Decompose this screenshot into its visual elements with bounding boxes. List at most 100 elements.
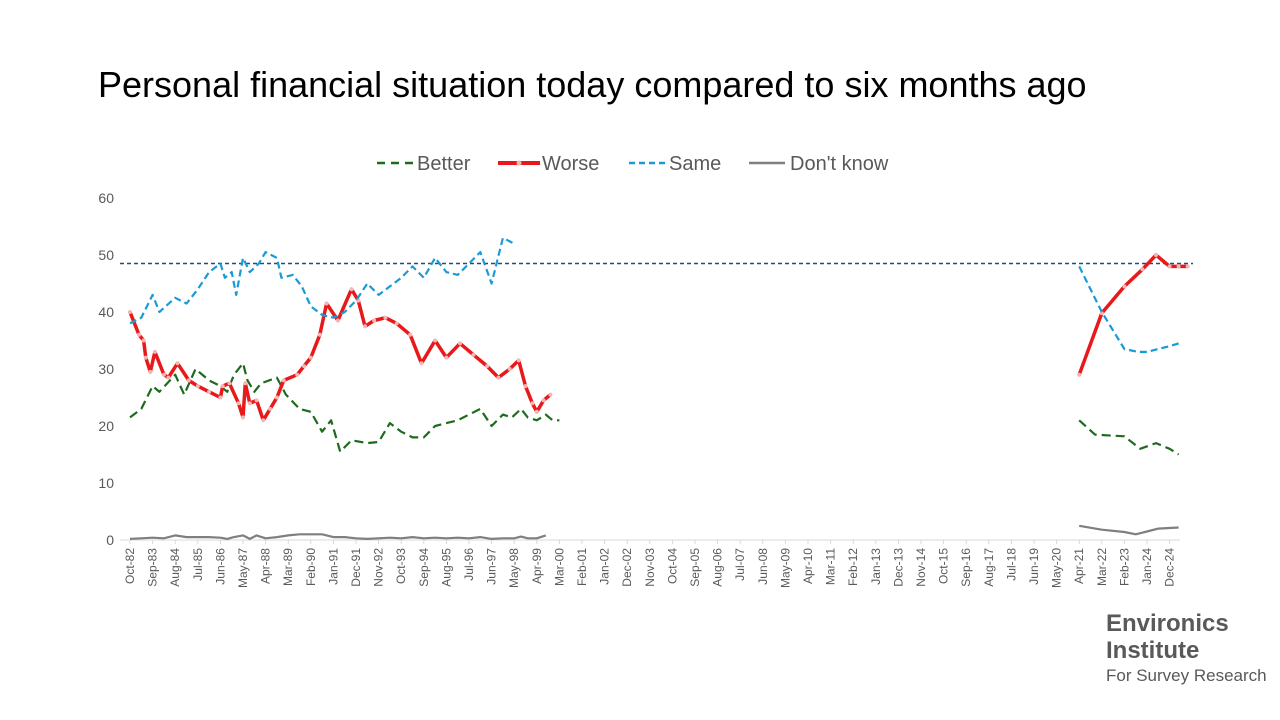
y-axis: 0 10 20 30 40 50 60 <box>98 190 114 548</box>
legend-label-same: Same <box>669 153 721 175</box>
x-tick-label: Dec-13 <box>891 548 905 587</box>
worse-marker <box>261 418 266 423</box>
worse-marker <box>335 318 340 323</box>
series-line-don-t-know <box>1079 524 1179 536</box>
worse-marker <box>1122 284 1127 289</box>
worse-marker <box>1167 264 1172 269</box>
worse-marker <box>207 389 212 394</box>
y-tick-label: 30 <box>98 361 114 377</box>
logo-line2: Institute <box>1106 637 1200 664</box>
worse-marker <box>433 338 438 343</box>
x-tick-label: Mar-89 <box>281 548 295 586</box>
x-tick-label: Feb-01 <box>575 548 589 586</box>
x-tick-label: Jan-13 <box>869 548 883 585</box>
worse-marker <box>268 406 273 411</box>
x-tick-label: Jan-91 <box>326 548 340 585</box>
chart-title: Personal financial situation today compa… <box>98 64 1087 105</box>
worse-marker <box>534 409 539 414</box>
environics-logo: Environics Institute For Survey Research <box>1106 610 1267 685</box>
x-tick-label: May-98 <box>507 548 521 588</box>
x-tick-label: Nov-92 <box>372 548 386 587</box>
worse-marker <box>137 332 141 337</box>
worse-marker <box>220 384 225 389</box>
chart-legend: Better Worse Same Don't know <box>377 153 889 175</box>
series-line-same <box>1078 265 1179 353</box>
worse-marker <box>372 318 377 323</box>
x-tick-label: Sep-16 <box>959 548 973 587</box>
worse-marker <box>143 355 148 360</box>
y-tick-label: 0 <box>106 532 114 548</box>
worse-marker <box>419 361 424 366</box>
worse-marker <box>161 372 166 377</box>
x-tick-label: Aug-95 <box>439 548 453 587</box>
worse-marker <box>128 310 132 314</box>
legend-label-don-t-know: Don't know <box>790 153 889 175</box>
x-tick-label: Feb-90 <box>304 548 318 586</box>
worse-marker <box>516 358 521 363</box>
worse-marker <box>148 369 153 374</box>
worse-marker <box>485 364 490 369</box>
x-tick-label: May-20 <box>1050 548 1064 588</box>
x-tick-label: Sep-05 <box>688 548 702 587</box>
x-tick-label: Nov-03 <box>643 548 657 587</box>
x-tick-label: Dec-24 <box>1163 548 1177 587</box>
worse-marker <box>356 298 361 303</box>
x-tick-label: Jun-19 <box>1027 548 1041 585</box>
y-tick-label: 50 <box>98 247 114 263</box>
x-tick-label: Oct-04 <box>665 548 679 584</box>
x-tick-label: Jul-18 <box>1004 548 1018 581</box>
legend-label-better: Better <box>417 153 471 175</box>
legend-marker-worse <box>516 160 522 166</box>
logo-line3: For Survey Research <box>1106 666 1267 685</box>
x-tick-label: Oct-82 <box>123 548 137 584</box>
x-tick-label: Jun-86 <box>213 548 227 585</box>
worse-marker <box>317 332 322 337</box>
worse-marker <box>1185 264 1190 269</box>
x-tick-label: Dec-02 <box>620 548 634 587</box>
worse-marker <box>141 338 146 343</box>
y-tick-label: 60 <box>98 190 114 206</box>
x-tick-label: Jun-97 <box>485 548 499 585</box>
worse-marker <box>408 332 413 337</box>
x-tick-label: Jan-24 <box>1140 548 1154 585</box>
series-line-worse <box>1077 253 1188 376</box>
series-line-better <box>1078 419 1180 456</box>
worse-marker <box>254 398 259 403</box>
worse-marker <box>302 364 306 369</box>
logo-line1: Environics <box>1106 610 1229 637</box>
worse-marker <box>281 378 286 383</box>
x-tick-label: Jul-07 <box>733 548 747 581</box>
worse-marker <box>444 355 449 360</box>
worse-marker <box>349 287 354 292</box>
worse-marker <box>1176 264 1181 269</box>
x-tick-label: Apr-99 <box>530 548 544 584</box>
worse-marker <box>1077 372 1082 377</box>
worse-marker <box>243 381 248 386</box>
worse-marker <box>295 372 300 377</box>
worse-marker <box>166 375 171 380</box>
x-axis: Oct-82 Sep-83 Aug-84 Jul-85 Jun-86 May-87 Apr-… <box>120 539 1180 588</box>
worse-marker <box>241 415 245 420</box>
series-line-worse <box>128 287 552 423</box>
x-tick-label: Feb-23 <box>1117 548 1131 586</box>
series-line-don-t-know <box>129 533 547 540</box>
worse-marker <box>394 321 399 326</box>
x-tick-label: Jul-96 <box>462 548 476 581</box>
x-tick-label: Nov-14 <box>914 548 928 587</box>
legend-label-worse: Worse <box>542 153 599 175</box>
y-tick-label: 10 <box>98 475 114 491</box>
series-line-same <box>129 236 515 325</box>
x-tick-label: Aug-17 <box>982 548 996 587</box>
x-tick-label: Jul-85 <box>191 548 205 581</box>
worse-marker <box>218 395 223 400</box>
worse-marker <box>507 367 512 371</box>
x-tick-label: Oct-93 <box>394 548 408 584</box>
x-tick-label: Aug-84 <box>168 548 182 587</box>
x-tick-label: Dec-91 <box>349 548 363 587</box>
x-tick-label: Apr-88 <box>259 548 273 584</box>
worse-marker <box>471 352 476 357</box>
worse-marker <box>308 355 313 360</box>
x-tick-label: Sep-94 <box>417 548 431 587</box>
x-tick-label: Jan-02 <box>598 548 612 585</box>
